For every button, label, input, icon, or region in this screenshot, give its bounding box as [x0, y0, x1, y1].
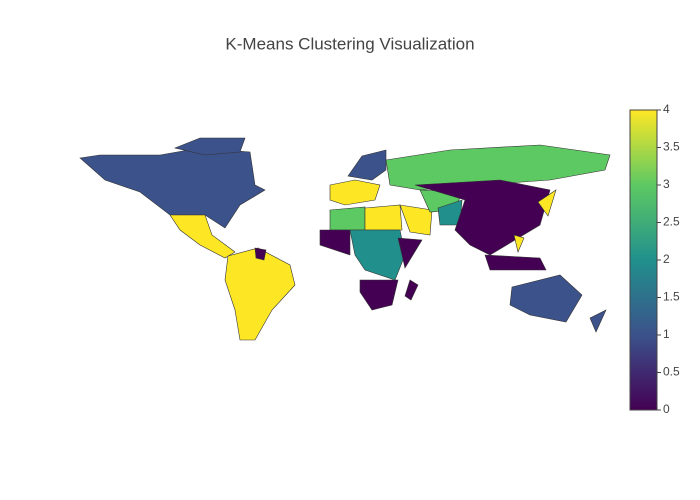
region — [537, 189, 557, 217]
region — [224, 247, 296, 341]
region — [509, 274, 583, 323]
colorbar-tick-label: 1.5 — [663, 290, 680, 304]
region — [79, 147, 266, 229]
region — [174, 137, 246, 156]
colorbar — [629, 109, 658, 411]
region — [329, 179, 381, 206]
colorbar-tick-label: 0.5 — [663, 365, 680, 379]
region — [359, 279, 399, 311]
region — [349, 229, 406, 281]
colorbar-tick-label: 2.5 — [663, 215, 680, 229]
region — [404, 279, 419, 301]
region — [484, 254, 547, 271]
region — [254, 247, 267, 261]
region — [385, 144, 611, 191]
region — [169, 214, 236, 259]
region — [589, 309, 607, 333]
colorbar-tick-label: 2 — [663, 252, 670, 266]
region — [399, 204, 433, 236]
colorbar-tick-label: 3.5 — [663, 140, 680, 154]
region — [329, 206, 366, 231]
colorbar-tick-label: 0 — [663, 402, 670, 416]
region — [397, 237, 423, 269]
colorbar-tick-label: 1 — [663, 327, 670, 341]
region — [364, 204, 403, 231]
map — [79, 137, 611, 341]
chart-title: K-Means Clustering Visualization — [225, 34, 474, 53]
region — [513, 234, 525, 253]
region — [319, 229, 351, 256]
colorbar-tick-label: 3 — [663, 177, 670, 191]
region — [347, 149, 387, 181]
region — [414, 179, 551, 256]
colorbar-tick-label: 4 — [663, 102, 670, 116]
